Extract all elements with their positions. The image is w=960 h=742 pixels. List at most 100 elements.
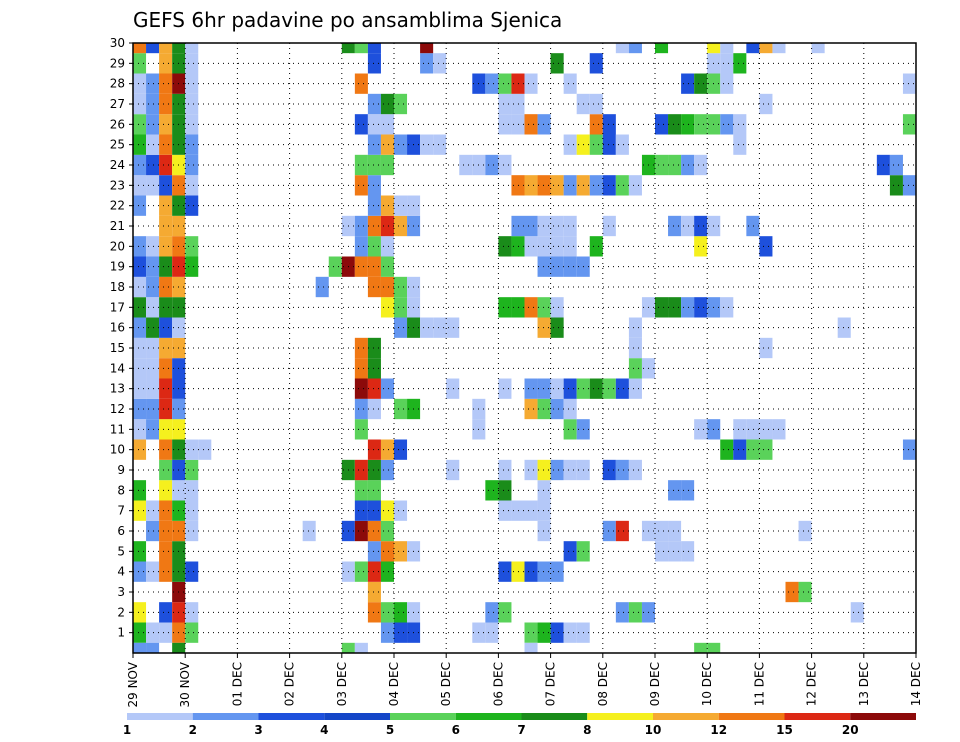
colorbar-label: 10 bbox=[645, 723, 662, 737]
colorbar-swatch bbox=[127, 713, 193, 720]
heatmap-cell bbox=[746, 439, 760, 460]
heatmap-cell bbox=[146, 378, 160, 399]
heatmap-cell bbox=[550, 317, 564, 338]
heatmap-cell bbox=[367, 256, 381, 277]
heatmap-cell bbox=[524, 500, 538, 521]
heatmap-cell bbox=[537, 317, 551, 338]
y-tick-label: 9 bbox=[117, 463, 125, 477]
heatmap-cell bbox=[354, 500, 368, 521]
y-tick-label: 5 bbox=[117, 544, 125, 558]
heatmap-cell bbox=[668, 541, 682, 562]
y-tick-label: 16 bbox=[110, 321, 125, 335]
colorbar: 1 2 3 4 5 6 7 8 10 12 15 20 bbox=[123, 713, 916, 737]
heatmap-cell bbox=[172, 642, 186, 653]
heatmap-cell bbox=[159, 500, 173, 521]
y-tick-label: 26 bbox=[110, 117, 125, 131]
heatmap-cell bbox=[589, 93, 603, 115]
heatmap-cell bbox=[367, 480, 381, 501]
heatmap-cell bbox=[537, 480, 551, 501]
y-tick-label: 21 bbox=[110, 219, 125, 233]
colorbar-swatch bbox=[587, 713, 653, 720]
x-tick-label: 05 DEC bbox=[439, 662, 453, 706]
heatmap-cell bbox=[367, 581, 381, 603]
heatmap-cell bbox=[694, 154, 708, 176]
heatmap-cell bbox=[511, 114, 525, 135]
heatmap-cell bbox=[537, 175, 551, 196]
heatmap-cell bbox=[133, 398, 147, 420]
heatmap-cell bbox=[159, 520, 173, 542]
heatmap-cell bbox=[524, 114, 538, 135]
heatmap-cell bbox=[785, 581, 799, 603]
heatmap-cell bbox=[146, 297, 160, 318]
y-tick-label: 8 bbox=[117, 483, 125, 497]
heatmap-cell bbox=[380, 256, 394, 277]
heatmap-cell bbox=[485, 73, 499, 94]
heatmap-cell bbox=[563, 459, 577, 481]
heatmap-cell bbox=[511, 297, 525, 318]
heatmap-cell bbox=[380, 114, 394, 135]
heatmap-cell bbox=[524, 297, 538, 318]
heatmap-cell bbox=[185, 93, 199, 115]
y-tick-label: 20 bbox=[110, 239, 125, 253]
y-tick-label: 4 bbox=[117, 565, 125, 579]
heatmap-cell bbox=[668, 154, 682, 176]
heatmap-cell bbox=[367, 175, 381, 196]
heatmap-cell bbox=[367, 236, 381, 257]
heatmap-cell bbox=[159, 398, 173, 420]
heatmap-cell bbox=[354, 480, 368, 501]
heatmap-cell bbox=[511, 175, 525, 196]
heatmap-cell bbox=[733, 439, 747, 460]
colorbar-swatch bbox=[850, 713, 916, 720]
heatmap-cell bbox=[380, 215, 394, 237]
y-tick-label: 1 bbox=[117, 626, 125, 640]
x-tick-label: 13 DEC bbox=[857, 662, 871, 706]
heatmap-cell bbox=[367, 398, 381, 420]
heatmap-cell bbox=[159, 439, 173, 460]
colorbar-swatch bbox=[258, 713, 325, 720]
heatmap-cell bbox=[733, 53, 747, 74]
heatmap-cell bbox=[759, 337, 773, 359]
heatmap-cell bbox=[394, 602, 408, 623]
heatmap-cell bbox=[420, 317, 434, 338]
heatmap-cell bbox=[550, 53, 564, 74]
heatmap-cell bbox=[159, 297, 173, 318]
heatmap-cell bbox=[380, 276, 394, 298]
heatmap-cell bbox=[668, 114, 682, 135]
heatmap-cell bbox=[524, 215, 538, 237]
heatmap-cell bbox=[341, 642, 355, 653]
heatmap-cell bbox=[563, 73, 577, 94]
x-tick-label: 01 DEC bbox=[230, 662, 244, 706]
y-tick-label: 10 bbox=[110, 443, 125, 457]
heatmap-cell bbox=[681, 541, 695, 562]
colorbar-label: 5 bbox=[386, 723, 394, 737]
heatmap-cell bbox=[394, 276, 408, 298]
heatmap-cell bbox=[159, 358, 173, 379]
heatmap-cell bbox=[394, 398, 408, 420]
heatmap-cell bbox=[902, 114, 916, 135]
heatmap-cell bbox=[133, 297, 147, 318]
heatmap-cell bbox=[146, 642, 160, 653]
heatmap-cell bbox=[628, 358, 642, 379]
heatmap-cell bbox=[367, 378, 381, 399]
heatmap-cell bbox=[159, 53, 173, 74]
heatmap-cell bbox=[524, 642, 538, 653]
heatmap-cell bbox=[367, 195, 381, 216]
heatmap-cell bbox=[159, 276, 173, 298]
heatmap-cell bbox=[354, 398, 368, 420]
heatmap-cell bbox=[537, 236, 551, 257]
heatmap-cell bbox=[446, 459, 460, 481]
heatmap-cell bbox=[159, 114, 173, 135]
heatmap-cell bbox=[159, 480, 173, 501]
heatmap-cell bbox=[668, 297, 682, 318]
heatmap-cell bbox=[367, 114, 381, 135]
colorbar-label: 20 bbox=[842, 723, 859, 737]
heatmap-cell bbox=[511, 561, 525, 582]
heatmap-cell bbox=[720, 53, 734, 74]
heatmap-cell bbox=[159, 195, 173, 216]
heatmap-cell bbox=[380, 622, 394, 643]
heatmap-cell bbox=[198, 439, 212, 460]
x-tick-label: 07 DEC bbox=[544, 662, 558, 706]
y-tick-label: 12 bbox=[110, 402, 125, 416]
heatmap-cell bbox=[133, 195, 147, 216]
heatmap-cell bbox=[694, 215, 708, 237]
